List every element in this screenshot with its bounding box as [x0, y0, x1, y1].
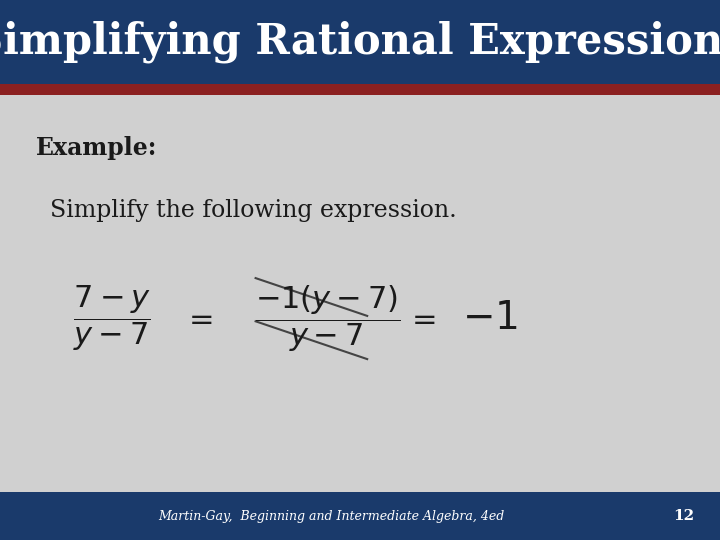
Bar [0, 84, 720, 94]
Text: $=$: $=$ [406, 303, 436, 334]
Text: Simplify the following expression.: Simplify the following expression. [50, 199, 457, 222]
Text: $\dfrac{7-y}{y-7}$: $\dfrac{7-y}{y-7}$ [73, 284, 150, 353]
Text: $-1$: $-1$ [462, 300, 518, 337]
Text: 12: 12 [674, 509, 695, 523]
Bar [0, 492, 720, 540]
Bar [0, 0, 720, 84]
Text: $=$: $=$ [183, 303, 213, 334]
Text: $\dfrac{-1(y-7)}{y-7}$: $\dfrac{-1(y-7)}{y-7}$ [255, 284, 400, 354]
Text: Simplifying Rational Expressions: Simplifying Rational Expressions [0, 21, 720, 63]
Text: Example:: Example: [36, 137, 158, 160]
Text: Martin-Gay,  Beginning and Intermediate Algebra, 4ed: Martin-Gay, Beginning and Intermediate A… [158, 510, 504, 523]
